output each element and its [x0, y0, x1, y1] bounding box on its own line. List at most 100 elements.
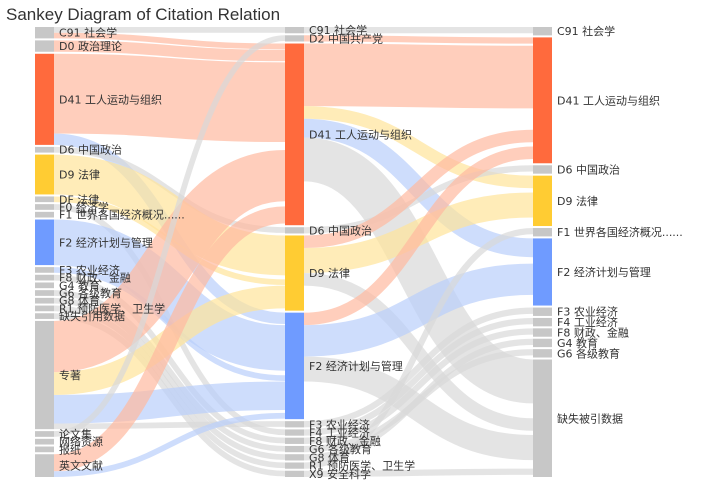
sankey-node — [285, 35, 304, 42]
sankey-node — [533, 359, 552, 477]
sankey-node-label: F8 财政、金融 — [557, 326, 629, 340]
sankey-link — [53, 206, 286, 472]
sankey-node-label: D41 工人运动与组织 — [59, 92, 162, 106]
sankey-node-label: 缺失引用数据 — [59, 309, 125, 323]
sankey-node — [35, 154, 54, 195]
sankey-link — [303, 228, 534, 469]
sankey-node — [533, 228, 552, 237]
sankey-node-label: C91 社会学 — [59, 26, 117, 40]
sankey-node-label: 英文文献 — [59, 459, 103, 473]
sankey-node — [285, 445, 304, 453]
sankey-node — [35, 146, 54, 153]
sankey-node — [35, 290, 54, 296]
sankey-link — [303, 129, 534, 248]
sankey-node-label: D6 中国政治 — [557, 162, 620, 176]
sankey-node — [285, 470, 304, 477]
sankey-node — [35, 204, 54, 210]
sankey-link — [53, 53, 286, 143]
sankey-link — [53, 381, 286, 424]
sankey-node — [533, 27, 552, 36]
sankey-node — [35, 431, 54, 437]
sankey-node — [285, 429, 304, 436]
sankey-link — [53, 297, 286, 460]
sankey-node-label: 论文集 — [59, 427, 92, 441]
sankey-link — [53, 290, 286, 452]
sankey-node — [533, 165, 552, 174]
sankey-node — [285, 437, 304, 444]
sankey-node-label: F1 世界各国经济概况...... — [59, 208, 185, 222]
sankey-node-label: G6 各级教育 — [309, 442, 372, 456]
sankey-link — [303, 35, 534, 44]
sankey-node — [285, 462, 304, 469]
sankey-node-label: F2 经济计划与管理 — [59, 235, 153, 249]
sankey-node — [35, 438, 54, 445]
sankey-node — [35, 282, 54, 289]
sankey-node-label: D0 政治理论 — [59, 39, 122, 53]
sankey-node-label: DF 法律 — [59, 192, 99, 206]
sankey-node — [35, 40, 54, 52]
sankey-node — [35, 211, 54, 218]
sankey-node — [533, 37, 552, 164]
sankey-node — [35, 267, 54, 273]
sankey-node-label: F4 工业经济 — [557, 315, 618, 329]
sankey-node-label: D6 中国政治 — [59, 143, 122, 157]
sankey-node-label: F2 经济计划与管理 — [309, 359, 403, 373]
sankey-node-label: D9 法律 — [59, 168, 100, 182]
sankey-link — [303, 328, 534, 444]
sankey-node — [35, 196, 54, 203]
sankey-node-label: D41 工人运动与组织 — [557, 93, 660, 107]
sankey-node — [35, 274, 54, 281]
sankey-link — [303, 317, 534, 436]
sankey-node — [533, 349, 552, 358]
sankey-link — [52, 150, 287, 373]
sankey-nodes — [35, 27, 552, 477]
sankey-node — [285, 27, 304, 34]
sankey-link — [303, 468, 534, 478]
sankey-node-label: F4 工业经济 — [309, 426, 370, 440]
sankey-link — [303, 43, 534, 109]
sankey-link — [303, 106, 534, 189]
sankey-node — [35, 27, 54, 39]
sankey-node-label: 报纸 — [59, 442, 81, 456]
sankey-node-label: 专著 — [59, 368, 81, 382]
sankey-node-label: G8 体育 — [309, 450, 350, 464]
sankey-node — [533, 175, 552, 227]
sankey-node — [533, 307, 552, 316]
sankey-node-label: R1 预防医学、卫生学 — [59, 301, 165, 315]
sankey-node — [285, 454, 304, 461]
sankey-link — [303, 165, 534, 234]
sankey-node-label: G4 教育 — [557, 336, 598, 350]
sankey-link — [303, 307, 534, 428]
sankey-node-label: G6 各级教育 — [59, 286, 122, 300]
sankey-node-label: F2 经济计划与管理 — [557, 265, 651, 279]
sankey-node — [533, 328, 552, 337]
sankey-node-label: X9 安全科学 — [309, 467, 371, 481]
sankey-node-label: D9 法律 — [557, 194, 598, 208]
sankey-node-label: D41 工人运动与组织 — [309, 127, 412, 141]
chart-title: Sankey Diagram of Citation Relation — [6, 5, 281, 24]
sankey-link — [53, 32, 286, 50]
sankey-node-label: F8 财政、金融 — [309, 434, 381, 448]
sankey-link — [53, 412, 286, 478]
sankey-link — [303, 263, 534, 357]
sankey-node — [285, 312, 304, 420]
sankey-node — [35, 446, 54, 453]
sankey-node-label: G4 教育 — [59, 278, 100, 292]
sankey-links — [52, 26, 535, 478]
sankey-node — [533, 317, 552, 327]
sankey-link — [53, 154, 286, 276]
sankey-node-label: C91 社会学 — [309, 23, 367, 37]
sankey-link — [302, 137, 535, 404]
sankey-node-label: G8 体育 — [59, 294, 100, 308]
sankey-node-label: R1 预防医学、卫生学 — [309, 459, 415, 473]
sankey-node-label: D9 法律 — [309, 266, 350, 280]
sankey-node — [285, 235, 304, 311]
sankey-node — [533, 338, 552, 348]
sankey-link — [303, 356, 534, 461]
sankey-node — [35, 297, 54, 304]
sankey-node-label: F0 经济学 — [59, 200, 109, 214]
sankey-node-label: G6 各级教育 — [557, 346, 620, 360]
sankey-link — [53, 35, 286, 437]
